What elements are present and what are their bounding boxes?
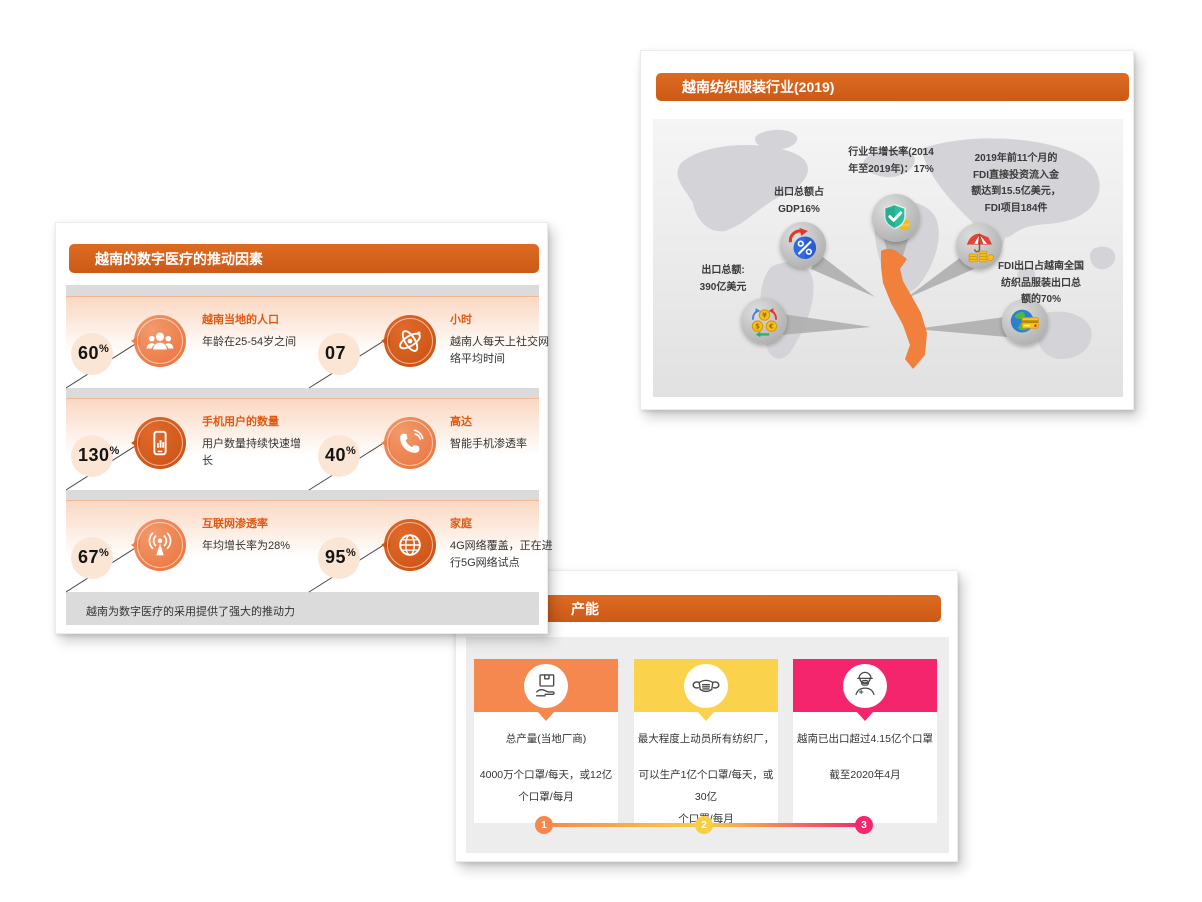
card-text: 4000万个口罩/每天，或12亿 个口罩/每月 — [479, 768, 613, 803]
stat-unit: % — [99, 343, 110, 355]
callout-growth-rate: 行业年增长率(2014 年至2019年)：17% — [848, 147, 934, 175]
globe-icon — [384, 519, 436, 571]
slide-title-bar: 产能 — [471, 595, 941, 622]
number-bubble — [71, 537, 113, 579]
capacity-card-mobilized: 最大程度上动员所有纺织厂， 可以生产1亿个口罩/每天，或30亿 个口罩/每月 — [634, 659, 778, 825]
beam-fdi-share — [915, 317, 1007, 337]
number-bubble — [318, 435, 360, 477]
stat-row: 130% 手机用户的数量用户数量持续快速增长 40% — [66, 398, 539, 491]
number-bubble — [318, 537, 360, 579]
stat-title: 越南当地的人口 — [202, 314, 279, 326]
stat-desc: 年均增长率为28% — [202, 540, 291, 552]
stat-4g-coverage: 95% 家庭 4G网络覆盖，正在进 行5G网络试点 — [303, 501, 553, 593]
globe-card-icon — [1002, 299, 1048, 345]
stat-smartphone-penetration: 40% 高达智能手机渗透率 — [303, 399, 539, 491]
beam-export-total — [781, 314, 871, 335]
stat-mobile-users: 130% 手机用户的数量用户数量持续快速增长 — [66, 399, 303, 491]
stat-value: 95 — [325, 547, 347, 567]
phone-call-icon — [384, 417, 436, 469]
card-body: 最大程度上动员所有纺织厂， 可以生产1亿个口罩/每天，或30亿 个口罩/每月 — [634, 712, 778, 825]
stat-desc: 用户数量持续快速增长 — [202, 438, 301, 468]
map-area: ¥ $ € — [653, 119, 1123, 397]
stat-row: 60% 越南当地的人口年龄在25-54岁之间 07 — [66, 296, 549, 389]
card-text: 截至2020年4月 — [829, 768, 901, 781]
stat-value: 60 — [78, 343, 100, 363]
stat-internet-penetration: 67% 互联网渗透率年均增长率为28% — [66, 501, 303, 593]
timeline-step-3: 3 — [855, 816, 873, 834]
callout-fdi-inflow: 2019年前11个月的 FDI直接投资流入金 额达到15.5亿美元， FDI项目… — [971, 153, 1061, 214]
svg-text:$: $ — [755, 322, 760, 330]
stat-desc: 4G网络覆盖，正在进 行5G网络试点 — [450, 540, 553, 570]
currency-coins-icon: ¥ $ € — [741, 298, 787, 344]
timeline-step-1: 1 — [535, 816, 553, 834]
number-bubble — [318, 333, 360, 375]
capacity-card-local-output: 总产量(当地厂商) 4000万个口罩/每天，或12亿 个口罩/每月 — [474, 659, 618, 823]
card-header — [634, 659, 778, 712]
card-header — [793, 659, 937, 712]
percent-growth-icon — [780, 222, 826, 268]
people-icon — [134, 315, 186, 367]
capacity-card-exported: 越南已出口超过4.15亿个口罩 截至2020年4月 — [793, 659, 937, 823]
beam-export-gdp — [811, 254, 875, 297]
number-bubble — [71, 435, 113, 477]
stat-title: 小时 — [450, 314, 472, 326]
slide-title: 越南的数字医疗的推动因素 — [95, 250, 263, 267]
svg-text:€: € — [768, 322, 774, 330]
stat-local-population: 60% 越南当地的人口年龄在25-54岁之间 — [66, 297, 303, 389]
stat-unit: % — [109, 445, 120, 457]
slide-textile-industry: 越南纺织服装行业(2019) — [640, 50, 1134, 410]
card-body: 越南已出口超过4.15亿个口罩 截至2020年4月 — [793, 712, 937, 823]
antenna-icon — [134, 519, 186, 571]
card-heading: 越南已出口超过4.15亿个口罩 — [797, 733, 933, 745]
smartphone-chart-icon — [134, 417, 186, 469]
card-heading: 总产量(当地厂商) — [505, 733, 587, 745]
stat-row: 67% 互联网渗透率年均增长率为28% 95% — [66, 500, 553, 593]
svg-text:¥: ¥ — [762, 311, 767, 319]
slide-footer-note: 越南为数字医疗的采用提供了强大的推动力 — [86, 606, 295, 618]
stat-desc: 年龄在25-54岁之间 — [202, 336, 297, 348]
slide-title: 产能 — [571, 600, 599, 617]
callout-export-total: 出口总额: 390亿美元 — [699, 265, 747, 293]
callout-fdi-share: FDI出口占越南全国 纺织品服装出口总 额的70% — [997, 261, 1085, 305]
stat-title: 互联网渗透率 — [202, 518, 268, 530]
stat-desc: 越南人每天上社交网 络平均时间 — [450, 336, 549, 366]
face-mask-icon — [684, 663, 728, 708]
package-hand-icon — [524, 663, 568, 708]
timeline-step-2: 2 — [695, 816, 713, 834]
stat-desc: 智能手机渗透率 — [450, 438, 527, 450]
umbrella-coins-icon — [956, 223, 1002, 269]
slide-title: 越南纺织服装行业(2019) — [682, 79, 835, 95]
callout-export-gdp: 出口总额占 GDP16% — [774, 187, 824, 215]
stat-unit: % — [346, 547, 357, 559]
slide-title-bar: 越南的数字医疗的推动因素 — [69, 244, 539, 273]
card-heading: 最大程度上动员所有纺织厂， — [637, 733, 775, 745]
stat-unit: % — [99, 547, 110, 559]
stat-value: 130 — [78, 445, 110, 465]
shield-check-icon — [872, 194, 920, 242]
stat-value: 40 — [325, 445, 347, 465]
stat-value: 07 — [325, 343, 347, 363]
atom-icon — [384, 315, 436, 367]
vietnam-shape — [881, 248, 927, 369]
stat-unit: % — [346, 445, 357, 457]
stat-value: 67 — [78, 547, 100, 567]
slide-mask-capacity: 产能 总产量(当地厂商) 4000万个口罩/每天，或12亿 个口罩/每月 — [455, 570, 958, 862]
stat-title: 高达 — [450, 416, 472, 428]
masked-worker-icon — [843, 663, 887, 708]
slide-title-bar: 越南纺织服装行业(2019) — [656, 73, 1129, 101]
stat-title: 手机用户的数量 — [202, 416, 279, 428]
card-header — [474, 659, 618, 712]
stat-title: 家庭 — [450, 518, 472, 530]
card-body: 总产量(当地厂商) 4000万个口罩/每天，或12亿 个口罩/每月 — [474, 712, 618, 823]
number-bubble — [71, 333, 113, 375]
stat-social-hours: 07 小时越南人每天上社交网 络平均时间 — [303, 297, 549, 389]
beam-fdi-inflow — [905, 254, 974, 299]
slide-digital-health: 越南的数字医疗的推动因素 60% 越南当地的人口 年龄在25 — [55, 222, 553, 634]
